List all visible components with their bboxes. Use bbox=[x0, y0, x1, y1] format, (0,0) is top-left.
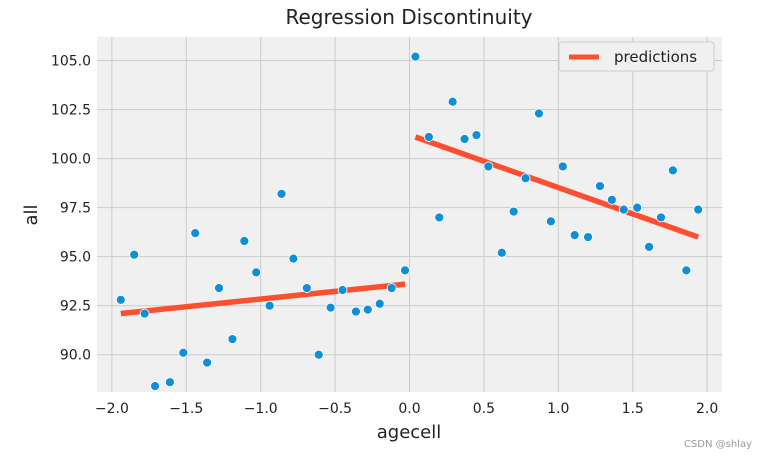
scatter-point bbox=[681, 265, 692, 276]
scatter-point bbox=[583, 232, 593, 242]
x-tick-label: 0.5 bbox=[473, 401, 495, 417]
y-tick-label: 100.0 bbox=[51, 152, 91, 168]
chart-title: Regression Discontinuity bbox=[285, 5, 532, 29]
prediction-line-segment bbox=[414, 134, 700, 240]
scatter-point bbox=[520, 173, 531, 184]
scatter-point bbox=[301, 283, 312, 293]
x-tick-label: −1.5 bbox=[169, 401, 203, 417]
scatter-point bbox=[227, 334, 238, 344]
scatter-point bbox=[115, 294, 126, 305]
scatter-point bbox=[410, 51, 421, 62]
scatter-point bbox=[667, 165, 678, 176]
prediction-lines bbox=[120, 134, 700, 317]
scatter-point bbox=[471, 130, 482, 140]
y-tick-label: 92.5 bbox=[60, 299, 91, 315]
scatter-point bbox=[288, 253, 299, 264]
scatter-point bbox=[534, 108, 544, 119]
scatter-point bbox=[362, 304, 373, 315]
scatter-point bbox=[400, 265, 410, 276]
scatter-point bbox=[150, 381, 160, 392]
x-tick-label: −0.5 bbox=[318, 401, 352, 417]
x-axis-label: agecell bbox=[377, 422, 442, 443]
y-axis-label: all bbox=[21, 204, 42, 225]
scatter-point bbox=[632, 202, 643, 213]
scatter-point bbox=[569, 230, 580, 240]
x-tick-label: 1.0 bbox=[547, 401, 569, 417]
x-tick-label: 1.5 bbox=[622, 401, 644, 417]
x-tick-label: 2.0 bbox=[696, 401, 718, 417]
scatter-point bbox=[545, 216, 556, 227]
scatter-point bbox=[618, 204, 629, 215]
scatter-point bbox=[313, 349, 324, 360]
y-tick-label: 105.0 bbox=[51, 54, 91, 70]
scatter-point bbox=[656, 212, 666, 223]
scatter-point bbox=[325, 302, 336, 313]
scatter-point bbox=[129, 249, 140, 260]
scatter-point bbox=[459, 134, 470, 144]
y-tick-label: 97.5 bbox=[60, 201, 91, 217]
scatter-point bbox=[202, 357, 213, 368]
scatter-point bbox=[165, 377, 175, 388]
legend-label-predictions: predictions bbox=[614, 48, 697, 66]
scatter-point bbox=[644, 241, 654, 252]
scatter-point bbox=[557, 161, 568, 172]
x-tick-label: 0.0 bbox=[398, 401, 420, 417]
y-tick-label: 102.5 bbox=[51, 103, 91, 119]
scatter-point bbox=[386, 283, 397, 293]
watermark: CSDN @shlay bbox=[683, 439, 752, 450]
legend-box bbox=[558, 41, 715, 72]
scatter-point bbox=[434, 212, 445, 223]
scatter-point bbox=[276, 189, 287, 199]
x-tick-label: −1.0 bbox=[244, 401, 278, 417]
x-tick-label: −2.0 bbox=[95, 401, 129, 417]
scatter-point bbox=[374, 298, 385, 309]
scatter-point bbox=[178, 347, 189, 358]
scatter-point bbox=[214, 283, 224, 293]
x-axis-ticks: −2.0 −1.5 −1.0 −0.5 0.0 0.5 1.0 1.5 2.0 bbox=[95, 401, 718, 417]
scatter-point bbox=[264, 300, 275, 311]
scatter-point bbox=[251, 267, 262, 278]
scatter-point bbox=[496, 247, 507, 258]
y-axis-ticks: 90.0 92.5 95.0 97.5 100.0 102.5 105.0 bbox=[51, 54, 91, 364]
scatter-point bbox=[337, 285, 348, 295]
scatter-point bbox=[508, 206, 519, 217]
scatter-point bbox=[351, 306, 361, 317]
scatter-point bbox=[190, 228, 201, 239]
scatter-point bbox=[483, 161, 494, 172]
scatter-points bbox=[115, 51, 704, 392]
scatter-point bbox=[606, 194, 617, 205]
grid-lines bbox=[97, 37, 722, 392]
legend: predictions bbox=[558, 41, 715, 72]
scatter-point bbox=[447, 96, 458, 107]
prediction-line-segment bbox=[120, 281, 406, 317]
scatter-point bbox=[423, 132, 434, 142]
y-tick-label: 95.0 bbox=[60, 250, 91, 266]
scatter-point bbox=[595, 181, 605, 191]
scatter-point bbox=[139, 308, 150, 319]
scatter-point bbox=[239, 236, 250, 246]
y-tick-label: 90.0 bbox=[60, 348, 91, 364]
scatter-point bbox=[693, 204, 704, 215]
